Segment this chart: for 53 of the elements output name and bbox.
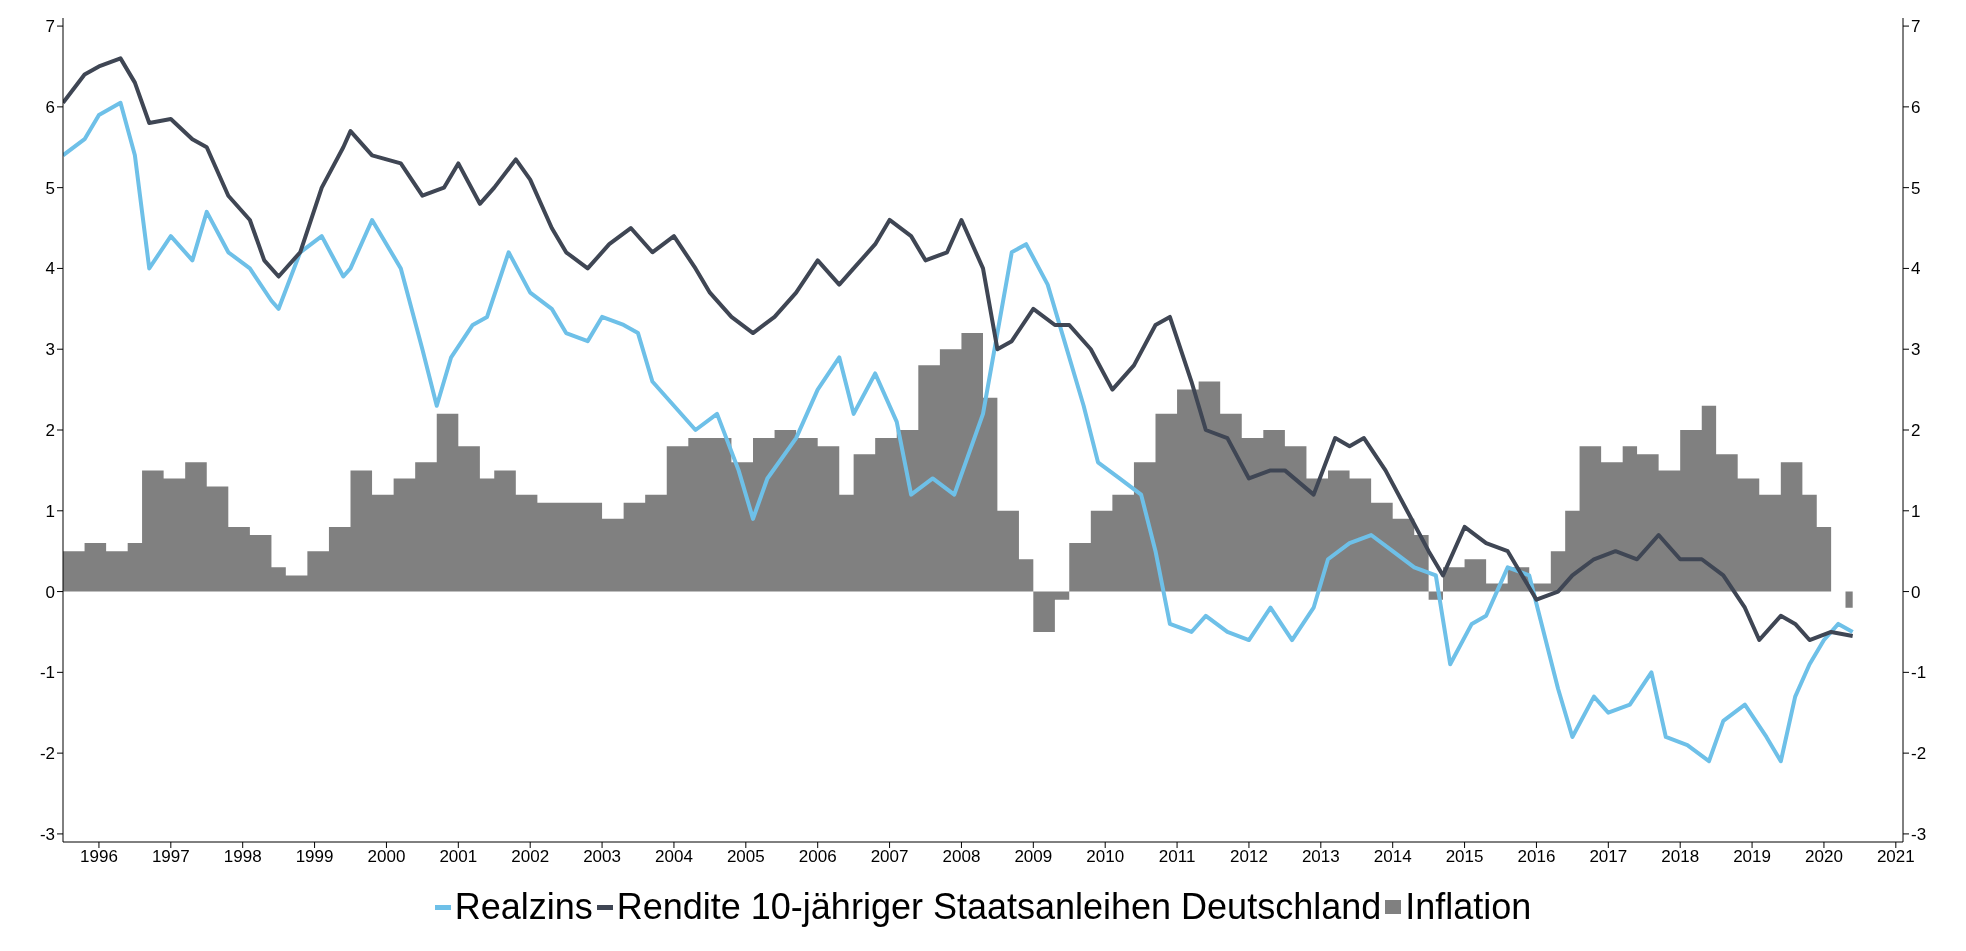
x-tick-label: 1997 <box>151 847 190 867</box>
x-tick-label: 2012 <box>1230 847 1268 867</box>
legend-label: Realzins <box>454 886 593 928</box>
line-series <box>63 56 1855 643</box>
y-tick-label: 3 <box>45 340 55 360</box>
x-tick-label: 2013 <box>1301 847 1340 867</box>
x-tick-label: 2006 <box>798 847 837 867</box>
y-tick-label: 1 <box>45 501 55 521</box>
legend-label: Inflation <box>1405 886 1532 928</box>
y2-tick-label: 2 <box>1911 421 1921 441</box>
y2-tick-label: 3 <box>1911 340 1921 360</box>
y-tick-label: -1 <box>39 663 55 683</box>
y2-tick-label: -3 <box>1911 824 1927 844</box>
x-tick-label: 2007 <box>870 847 909 867</box>
x-tick-label: 2000 <box>367 847 406 867</box>
x-tick-label: 1996 <box>80 847 118 867</box>
x-tick-label: 2015 <box>1445 847 1484 867</box>
y-tick-label: 5 <box>45 178 55 198</box>
x-tick-label: 2010 <box>1086 847 1125 867</box>
x-tick-label: 2001 <box>439 847 478 867</box>
y-tick-label: -2 <box>39 744 55 764</box>
x-tick-label: 2017 <box>1589 847 1628 867</box>
x-tick-label: 2021 <box>1876 847 1915 867</box>
y2-tick-label: 4 <box>1911 259 1921 279</box>
x-tick-label: 2002 <box>511 847 550 867</box>
x-tick-label: 1998 <box>223 847 262 867</box>
x-tick-label: 2020 <box>1805 847 1843 867</box>
x-tick-label: 2005 <box>726 847 765 867</box>
x-tick-label: 2018 <box>1661 847 1700 867</box>
y-tick-label: 2 <box>45 421 55 441</box>
y-tick-label: 4 <box>45 259 55 279</box>
x-tick-label: 2008 <box>942 847 981 867</box>
x-tick-label: 2009 <box>1014 847 1053 867</box>
line-series <box>63 100 1855 764</box>
y-tick-label: 6 <box>45 97 55 117</box>
legend-label: Rendite 10-jähriger Staatsanleihen Deutschland <box>616 886 1382 928</box>
x-tick-label: 1999 <box>295 847 334 867</box>
y2-tick-label: 7 <box>1911 17 1921 37</box>
x-tick-label: 2011 <box>1158 847 1196 867</box>
y2-tick-label: 0 <box>1911 582 1921 602</box>
x-tick-label: 2016 <box>1517 847 1556 867</box>
y2-tick-label: 1 <box>1911 501 1921 521</box>
y2-tick-label: -1 <box>1911 663 1927 683</box>
y2-tick-label: -2 <box>1911 744 1927 764</box>
y-tick-label: -3 <box>39 824 55 844</box>
y2-tick-label: 6 <box>1911 97 1921 117</box>
x-tick-label: 2003 <box>583 847 621 867</box>
y2-tick-label: 5 <box>1911 178 1921 198</box>
y-tick-label: 7 <box>45 17 55 37</box>
x-tick-label: 2014 <box>1373 847 1412 867</box>
x-tick-label: 2019 <box>1733 847 1771 867</box>
x-tick-label: 2004 <box>655 847 693 867</box>
y-tick-label: 0 <box>45 582 55 602</box>
